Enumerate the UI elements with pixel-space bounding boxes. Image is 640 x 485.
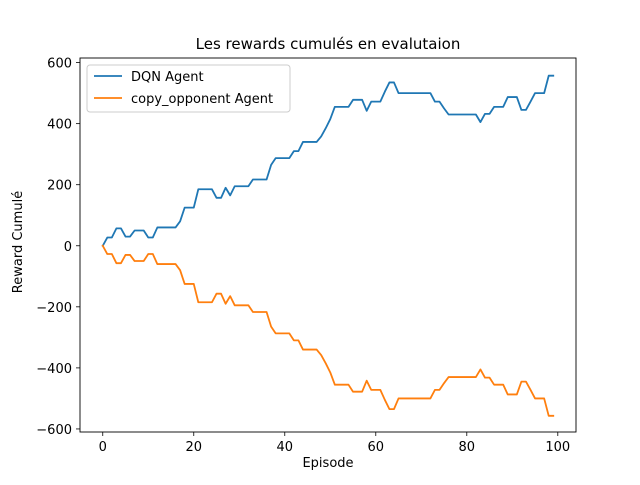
series-line-dqn-agent <box>101 74 555 247</box>
y-tick-label: −400 <box>36 362 72 377</box>
chart-title: Les rewards cumulés en evalutaion <box>196 35 461 53</box>
y-tick-label: 200 <box>47 179 72 194</box>
y-tick-label: −200 <box>36 301 72 316</box>
series-line-copy-opponent-agent <box>101 244 555 417</box>
y-tick-label: 400 <box>47 118 72 133</box>
y-tick-label: 0 <box>64 240 72 255</box>
legend-box <box>86 64 291 113</box>
legend-label-dqn-agent: DQN Agent <box>131 70 204 85</box>
x-tick-label: 60 <box>368 440 385 455</box>
x-tick-label: 80 <box>459 440 476 455</box>
plot-frame <box>79 57 577 433</box>
x-tick-label: 40 <box>276 440 293 455</box>
y-tick-label: −600 <box>36 423 72 438</box>
x-axis: 0 20 40 60 80 100 <box>99 432 570 455</box>
x-tick-label: 20 <box>185 440 202 455</box>
x-axis-label: Episode <box>302 456 353 471</box>
x-tick-label: 0 <box>99 440 107 455</box>
y-axis: −600 −400 −200 0 200 400 600 <box>36 57 80 438</box>
y-tick-label: 600 <box>47 57 72 72</box>
y-axis-label: Reward Cumulé <box>11 191 26 293</box>
x-tick-label: 100 <box>545 440 570 455</box>
legend-label-copy-opponent-agent: copy_opponent Agent <box>131 92 273 107</box>
series-layer <box>101 74 555 417</box>
legend: DQN Agent copy_opponent Agent <box>86 64 291 113</box>
